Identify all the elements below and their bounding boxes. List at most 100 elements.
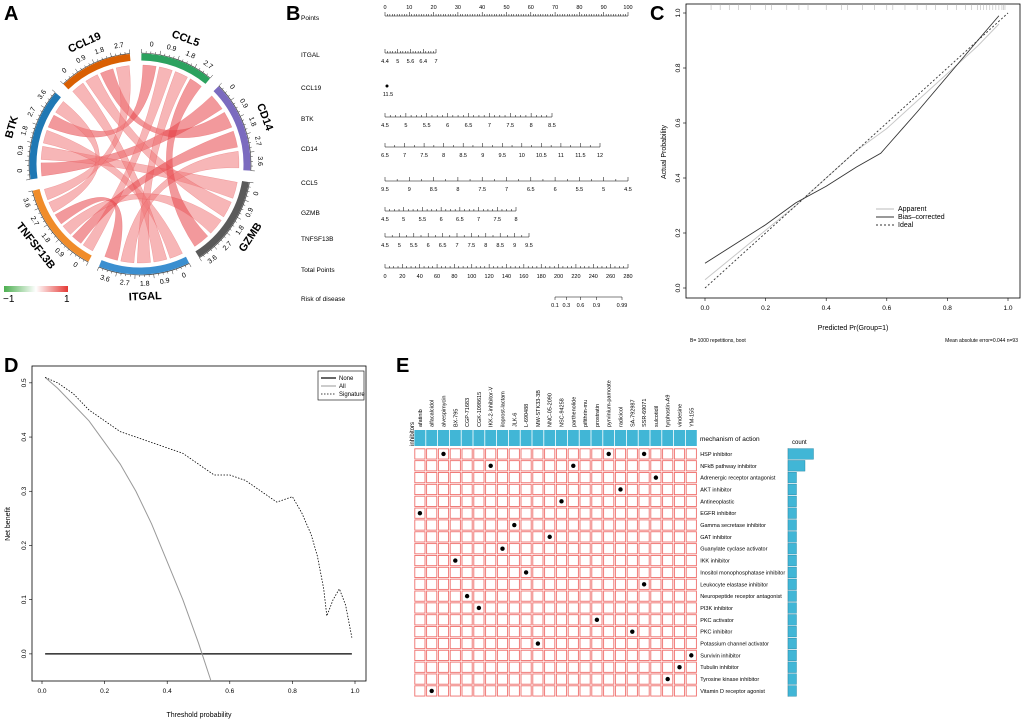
matrix-cell: [662, 578, 674, 590]
count-bar: [787, 661, 797, 673]
matrix-cell: [508, 448, 520, 460]
chord-tick: [242, 119, 245, 121]
nomogram-tick-label: 8.5: [496, 243, 504, 249]
matrix-cell: [614, 566, 627, 578]
chord-tick-label: 0.9: [53, 247, 65, 259]
calibration-legend: Apparent Bias–corrected Ideal: [876, 206, 945, 229]
nomogram-tick-label: 4.5: [381, 243, 389, 249]
drug-label: tyrphostin-A9: [666, 395, 672, 427]
matrix-cell: [461, 578, 473, 590]
legend-apparent: Apparent: [898, 206, 926, 213]
panel-label-c: C: [650, 3, 664, 25]
chord-tick: [68, 76, 71, 78]
matrix-cell: [673, 519, 686, 531]
nomogram-tick-label: 7: [505, 187, 508, 193]
chord-tick: [171, 270, 174, 275]
matrix-cell: [414, 673, 426, 685]
matrix-cell: [673, 495, 686, 507]
panel-label-b: B: [286, 3, 300, 25]
nomogram-tick-label: 5.5: [423, 123, 431, 129]
matrix-cell: [414, 543, 426, 555]
drug-label: pyrvinium-pamoate: [607, 380, 613, 427]
chord-tick: [60, 80, 64, 85]
nomogram-row-label: CCL19: [301, 85, 322, 92]
matrix-cell: [685, 531, 697, 543]
matrix-cell: [638, 472, 650, 484]
chord-tick: [40, 216, 43, 219]
matrix-cell: [461, 673, 473, 685]
matrix-cell: [567, 519, 579, 531]
matrix-cell: [485, 602, 497, 614]
nomogram-tick-label: 0.1: [551, 303, 559, 309]
count-bar: [787, 531, 797, 543]
nomogram-tick-label: 5: [404, 123, 407, 129]
matrix-cell: [520, 626, 532, 638]
matrix-cell: [414, 566, 426, 578]
hit-dot: [512, 522, 517, 528]
matrix-cell: [579, 472, 591, 484]
drug-label: CGP-71683: [465, 398, 471, 427]
matrix-cell: [496, 649, 509, 661]
nomogram-tick-label: 5.5: [419, 217, 427, 223]
matrix-cell: [508, 685, 520, 697]
hit-dot: [559, 499, 564, 504]
matrix-cell: [437, 460, 450, 472]
matrix-cell: [508, 626, 520, 638]
matrix-cell: [650, 626, 662, 638]
matrix-cell: [461, 460, 473, 472]
nomogram-row-label: GZMB: [301, 210, 320, 217]
matrix-cell: [603, 673, 615, 685]
matrix-cell: [579, 519, 591, 531]
matrix-cell: [614, 578, 627, 590]
y-tick-label: 0.4: [675, 173, 682, 182]
chord-sector-arc: [63, 53, 131, 90]
nomogram-tick-label: 160: [519, 274, 528, 280]
matrix-cell: [426, 448, 438, 460]
matrix-cell: [473, 460, 485, 472]
matrix-cell: [426, 649, 438, 661]
matrix-cell: [662, 555, 674, 567]
matrix-cell: [603, 649, 615, 661]
matrix-cell: [638, 531, 650, 543]
matrix-cell: [567, 495, 579, 507]
mechanism-label: HSP inhibitor: [700, 452, 732, 458]
hit-dot: [523, 570, 529, 575]
matrix-cell: [437, 507, 450, 519]
matrix-cell: [520, 495, 532, 507]
series-line: [704, 15, 1000, 264]
matrix-cell: [650, 543, 662, 555]
matrix-cell: [650, 460, 662, 472]
matrix-cell: [650, 507, 662, 519]
matrix-cell: [662, 614, 674, 626]
chord-tick: [190, 63, 192, 66]
matrix-cell: [461, 519, 473, 531]
matrix-cell: [508, 507, 520, 519]
matrix-header: [413, 430, 698, 446]
matrix-cell: [567, 637, 579, 650]
hit-dot: [429, 688, 434, 694]
x-tick-label: 0.6: [882, 305, 891, 312]
matrix-cell: [426, 555, 438, 567]
matrix-cell: [603, 661, 615, 673]
chord-link: [72, 130, 238, 244]
nomogram-tick-label: 20: [399, 274, 405, 280]
matrix-cell: [579, 637, 591, 650]
chord-tick: [65, 79, 67, 81]
matrix-row-label: inhibitors: [410, 422, 416, 446]
matrix-cell: [520, 590, 532, 602]
matrix-cell: [414, 661, 426, 673]
nomogram-tick-label: 6: [440, 217, 443, 223]
count-bar: [787, 495, 797, 507]
matrix-cell: [662, 460, 674, 472]
matrix-cell: [685, 519, 697, 531]
matrix-cell: [437, 519, 450, 531]
matrix-cell: [473, 543, 485, 555]
chord-tick: [176, 268, 178, 271]
nomogram-tick-label: 10: [519, 153, 525, 159]
mechanism-label: Tyrosine kinase inhibitor: [700, 677, 759, 683]
matrix-cell: [532, 626, 544, 638]
nomogram-tick-label: 8.5: [459, 153, 467, 159]
matrix-cell: [544, 507, 556, 519]
matrix-cell: [603, 483, 615, 496]
matrix-cell: [555, 519, 568, 531]
